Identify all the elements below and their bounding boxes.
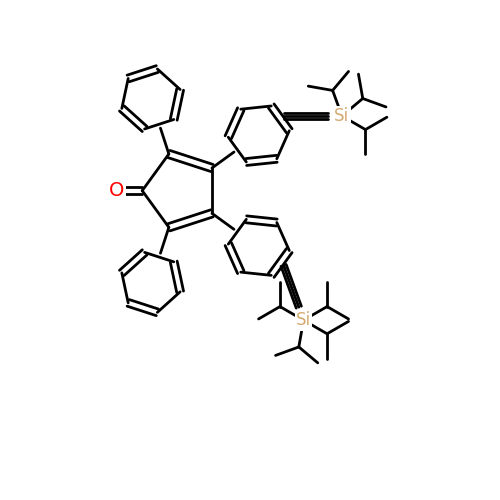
Text: Si: Si <box>334 107 349 125</box>
Text: Si: Si <box>296 311 311 329</box>
Text: O: O <box>109 181 124 200</box>
